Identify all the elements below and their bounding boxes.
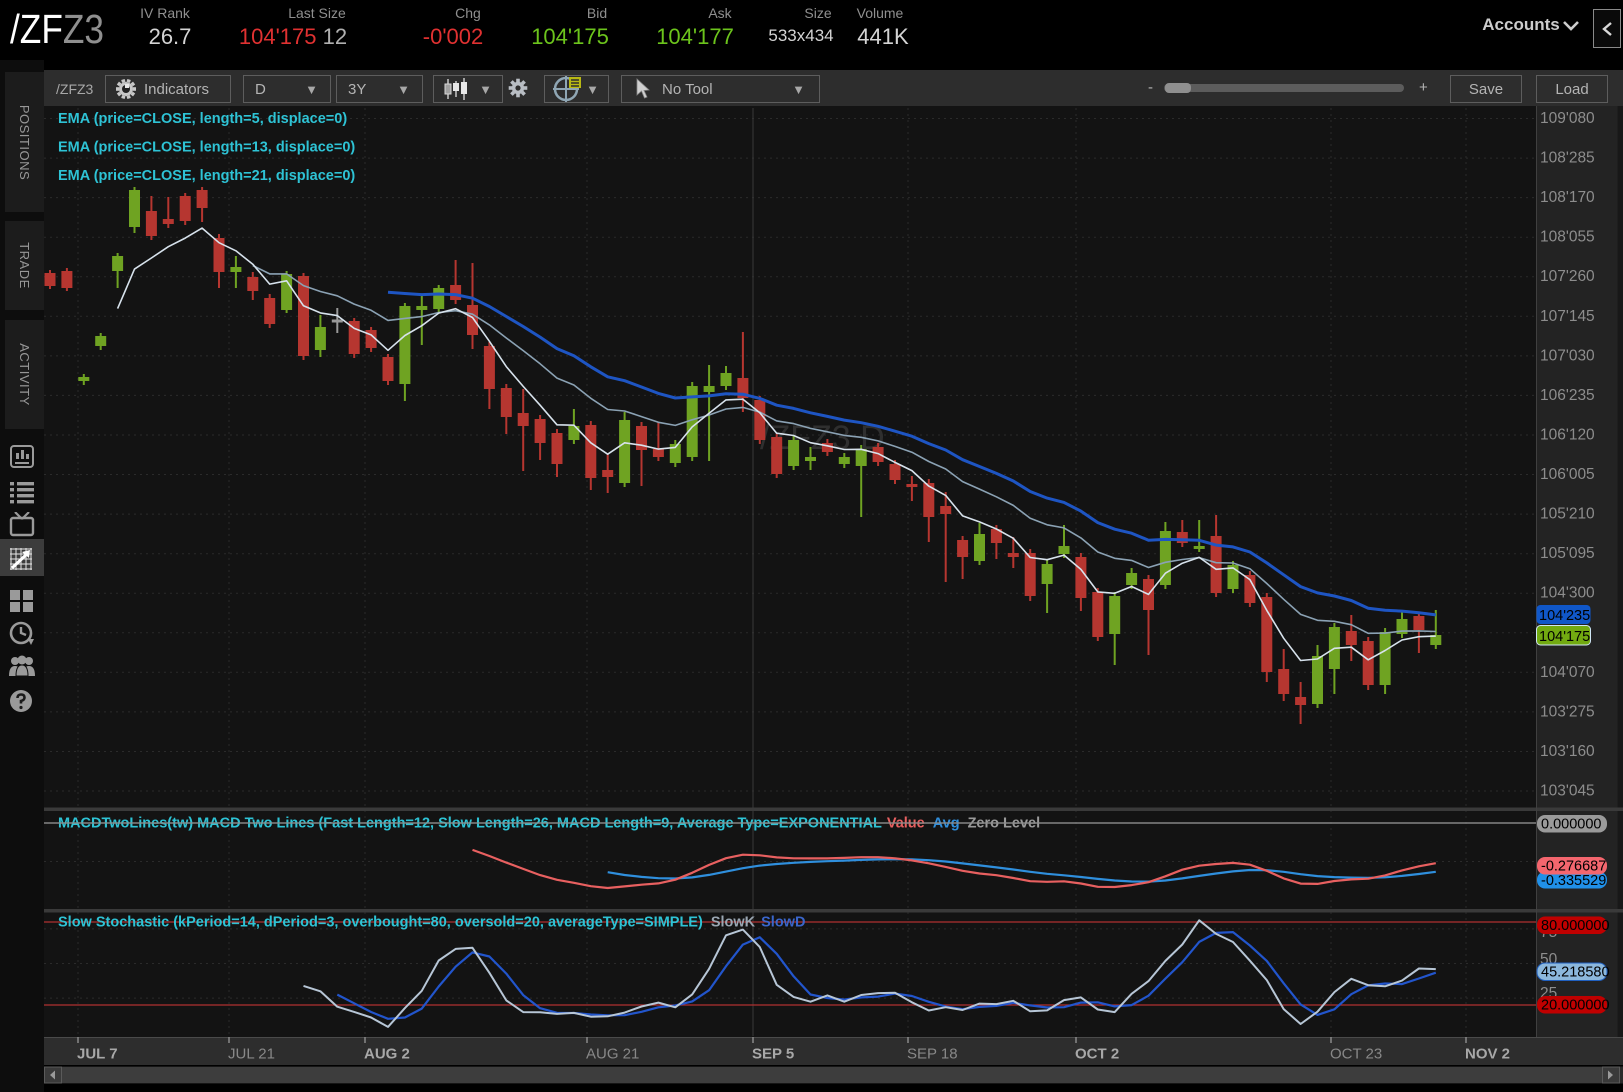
svg-text:AUG 21: AUG 21 <box>586 1046 639 1063</box>
svg-text:Slow Stochastic (kPeriod=14, d: Slow Stochastic (kPeriod=14, dPeriod=3, … <box>58 915 805 931</box>
svg-text:105'095: 105'095 <box>1540 545 1595 562</box>
svg-text:106'120: 106'120 <box>1540 427 1595 444</box>
svg-text:OCT 23: OCT 23 <box>1330 1046 1382 1063</box>
svg-text:109'080: 109'080 <box>1540 110 1595 127</box>
svg-text:103'275: 103'275 <box>1540 703 1595 720</box>
svg-text:106'005: 106'005 <box>1540 466 1595 483</box>
svg-text:107'030: 107'030 <box>1540 347 1595 364</box>
svg-text:107'145: 107'145 <box>1540 308 1595 325</box>
svg-text:105'210: 105'210 <box>1540 506 1595 523</box>
svg-text:103'160: 103'160 <box>1540 743 1595 760</box>
svg-text:103'045: 103'045 <box>1540 783 1595 800</box>
svg-text:EMA (price=CLOSE, length=21, d: EMA (price=CLOSE, length=21, displace=0) <box>58 168 355 184</box>
svg-text:OCT 2: OCT 2 <box>1075 1046 1119 1063</box>
svg-text:SEP 18: SEP 18 <box>907 1046 958 1063</box>
svg-text:107'260: 107'260 <box>1540 268 1595 285</box>
svg-text:45.218580: 45.218580 <box>1541 965 1610 981</box>
svg-text:104'300: 104'300 <box>1540 585 1595 602</box>
svg-text:108'170: 108'170 <box>1540 189 1595 206</box>
svg-text:EMA (price=CLOSE, length=5, di: EMA (price=CLOSE, length=5, displace=0) <box>58 111 347 127</box>
svg-text:NOV 2: NOV 2 <box>1465 1046 1510 1063</box>
svg-text:106'235: 106'235 <box>1540 387 1595 404</box>
svg-text:JUL 7: JUL 7 <box>77 1046 118 1063</box>
svg-text:20.000000: 20.000000 <box>1541 998 1610 1014</box>
svg-text:SEP 5: SEP 5 <box>752 1046 794 1063</box>
svg-text:-0.276687: -0.276687 <box>1541 859 1606 875</box>
svg-text:EMA (price=CLOSE, length=13, d: EMA (price=CLOSE, length=13, displace=0) <box>58 140 355 156</box>
svg-text:-0.335529: -0.335529 <box>1541 873 1606 889</box>
svg-text:AUG 2: AUG 2 <box>364 1046 410 1063</box>
svg-text:80.000000: 80.000000 <box>1541 918 1610 934</box>
svg-text:108'055: 108'055 <box>1540 229 1595 246</box>
svg-text:104'070: 104'070 <box>1540 664 1595 681</box>
svg-text:0.000000: 0.000000 <box>1541 817 1601 833</box>
svg-text:JUL 21: JUL 21 <box>228 1046 275 1063</box>
svg-text:108'285: 108'285 <box>1540 150 1595 167</box>
svg-text:104'235: 104'235 <box>1539 608 1590 624</box>
svg-text:104'175: 104'175 <box>1539 629 1590 645</box>
